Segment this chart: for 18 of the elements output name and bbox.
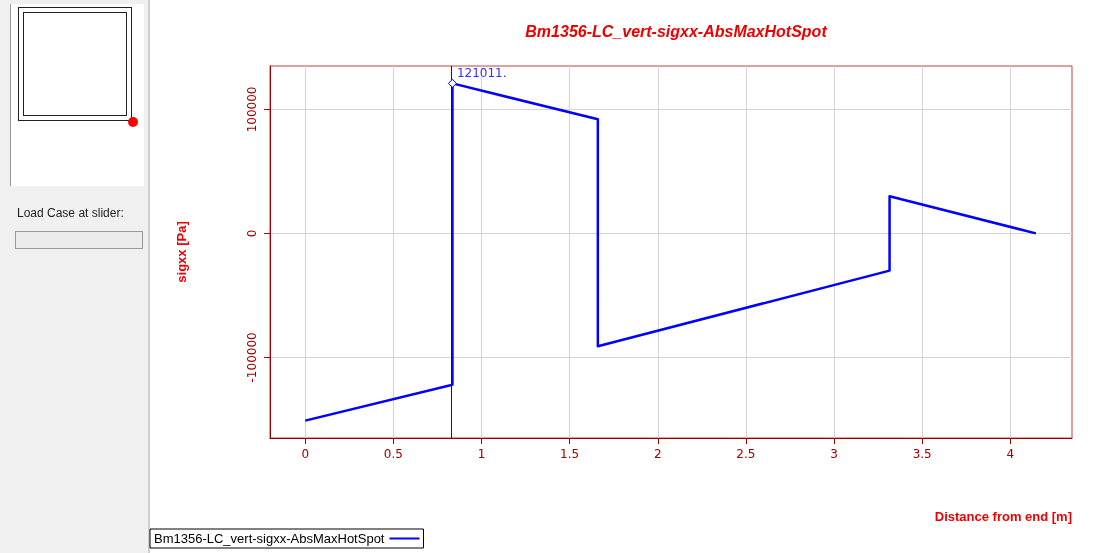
y-tick-label: 0 bbox=[245, 229, 259, 238]
y-tick-label: -100000 bbox=[245, 332, 259, 383]
y-tick-label: 100000 bbox=[245, 86, 259, 133]
x-tick-label: 3 bbox=[830, 447, 838, 461]
x-tick-label: 3.5 bbox=[912, 447, 932, 461]
chart-title: Bm1356-LC_vert-sigxx-AbsMaxHotSpot bbox=[525, 22, 828, 40]
x-tick-label: 0.5 bbox=[383, 447, 403, 461]
x-tick-label: 0 bbox=[301, 447, 310, 461]
x-tick-label: 1 bbox=[477, 447, 486, 461]
annotation: 121011. bbox=[456, 65, 507, 80]
x-tick-label: 2 bbox=[653, 447, 662, 461]
legend-label: Bm1356-LC_vert-sigxx-AbsMaxHotSpot bbox=[153, 531, 385, 546]
x-axis-title: Distance from end [m] bbox=[934, 509, 1072, 524]
x-tick-label: 2.5 bbox=[736, 447, 756, 461]
y-axis-title: sigxx [Pa] bbox=[174, 221, 189, 283]
x-tick-label: 1.5 bbox=[560, 447, 580, 461]
x-tick-label: 4 bbox=[1006, 447, 1015, 461]
text: Load Case at slider: bbox=[17, 206, 124, 220]
